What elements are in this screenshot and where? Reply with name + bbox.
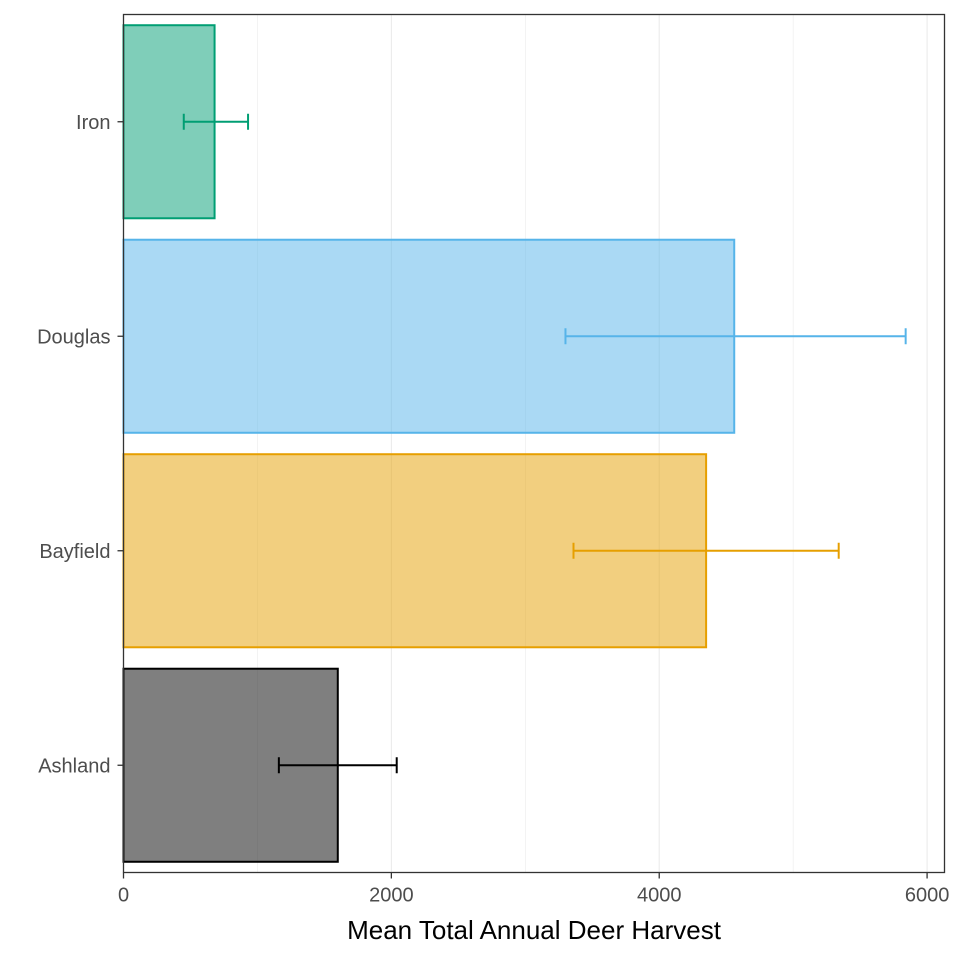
error-bars xyxy=(182,113,907,774)
error-bar-douglas xyxy=(564,328,907,345)
x-tick-label: 4000 xyxy=(637,885,682,907)
y-tick-label-douglas: Douglas xyxy=(37,326,110,348)
error-bar-ashland xyxy=(277,757,398,774)
x-axis-ticks: 0 2000 4000 6000 xyxy=(118,872,950,907)
plot-panel-border xyxy=(122,13,946,874)
x-tick-label: 2000 xyxy=(369,885,414,907)
y-tick-label-bayfield: Bayfield xyxy=(39,541,110,563)
x-tick-label: 6000 xyxy=(905,885,950,907)
y-tick-label-ashland: Ashland xyxy=(38,755,110,777)
error-bar-bayfield xyxy=(572,542,840,559)
x-tick-label: 0 xyxy=(118,885,129,907)
y-tick-label-iron: Iron xyxy=(76,112,110,134)
error-bar-iron xyxy=(182,113,250,130)
x-axis-title: Mean Total Annual Deer Harvest xyxy=(347,915,722,945)
y-axis-ticks: Iron Douglas Bayfield Ashland xyxy=(37,112,124,777)
